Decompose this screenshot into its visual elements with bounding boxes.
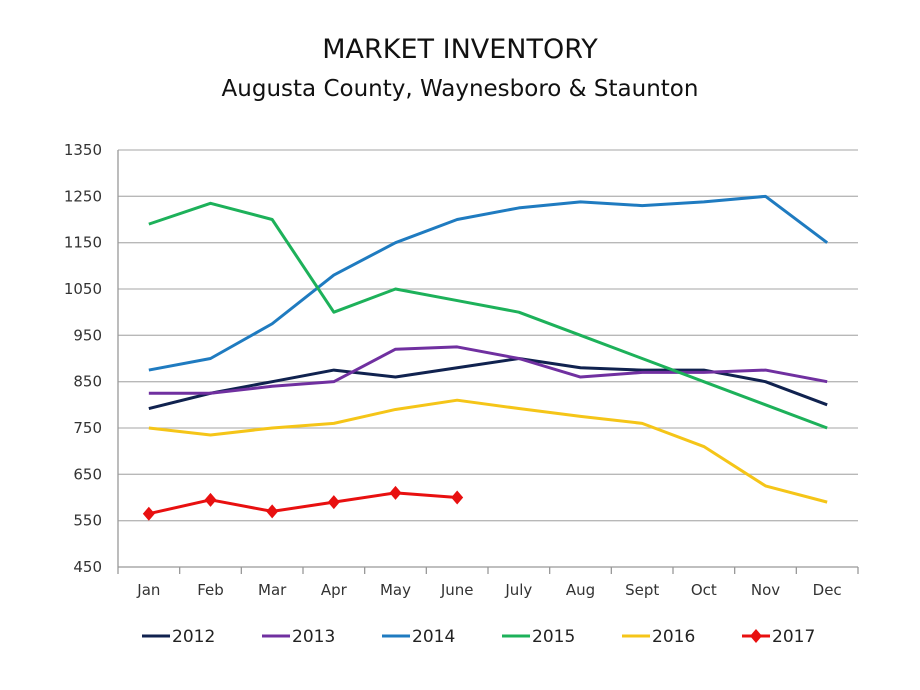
y-tick-label: 850	[73, 373, 102, 391]
data-point-2017	[389, 485, 402, 500]
y-tick-label: 550	[73, 512, 102, 530]
x-tick-label: Mar	[258, 581, 287, 599]
chart-subtitle: Augusta County, Waynesboro & Staunton	[221, 76, 699, 102]
legend-label-2017: 2017	[772, 627, 815, 647]
series-line-2012	[148, 357, 828, 410]
data-point-2017	[142, 506, 155, 521]
data-point-2017	[266, 504, 279, 519]
y-tick-label: 1050	[64, 280, 102, 298]
data-point-2017	[327, 495, 340, 510]
legend-label-2015: 2015	[532, 627, 575, 647]
series-line-2013	[148, 345, 828, 395]
y-tick-label: 1250	[64, 187, 102, 205]
y-tick-label: 450	[73, 558, 102, 576]
x-tick-label: Oct	[691, 581, 717, 599]
x-tick-label: Jan	[136, 581, 160, 599]
legend-marker-2017	[750, 629, 762, 643]
series-line-2015	[148, 201, 828, 430]
x-tick-label: Feb	[197, 581, 224, 599]
series-line-2016	[148, 398, 828, 504]
y-tick-label: 650	[73, 465, 102, 483]
x-tick-label: Apr	[321, 581, 348, 599]
y-tick-label: 1350	[64, 141, 102, 159]
y-tick-label: 1150	[64, 234, 102, 252]
data-point-2017	[204, 492, 217, 507]
legend-label-2012: 2012	[172, 627, 215, 647]
y-tick-label: 750	[73, 419, 102, 437]
x-tick-label: Aug	[566, 581, 595, 599]
legend-label-2014: 2014	[412, 627, 455, 647]
x-tick-label: Sept	[625, 581, 659, 599]
x-tick-label: Dec	[813, 581, 842, 599]
series-line-2017	[148, 491, 458, 516]
chart-title: MARKET INVENTORY	[322, 34, 598, 65]
legend-label-2016: 2016	[652, 627, 695, 647]
series-line-2014	[148, 194, 829, 372]
x-tick-label: May	[380, 581, 411, 599]
x-tick-label: July	[504, 581, 532, 599]
x-tick-label: Nov	[751, 581, 780, 599]
y-tick-label: 950	[73, 326, 102, 344]
data-point-2017	[451, 490, 464, 505]
x-tick-label: June	[440, 581, 474, 599]
legend-label-2013: 2013	[292, 627, 335, 647]
